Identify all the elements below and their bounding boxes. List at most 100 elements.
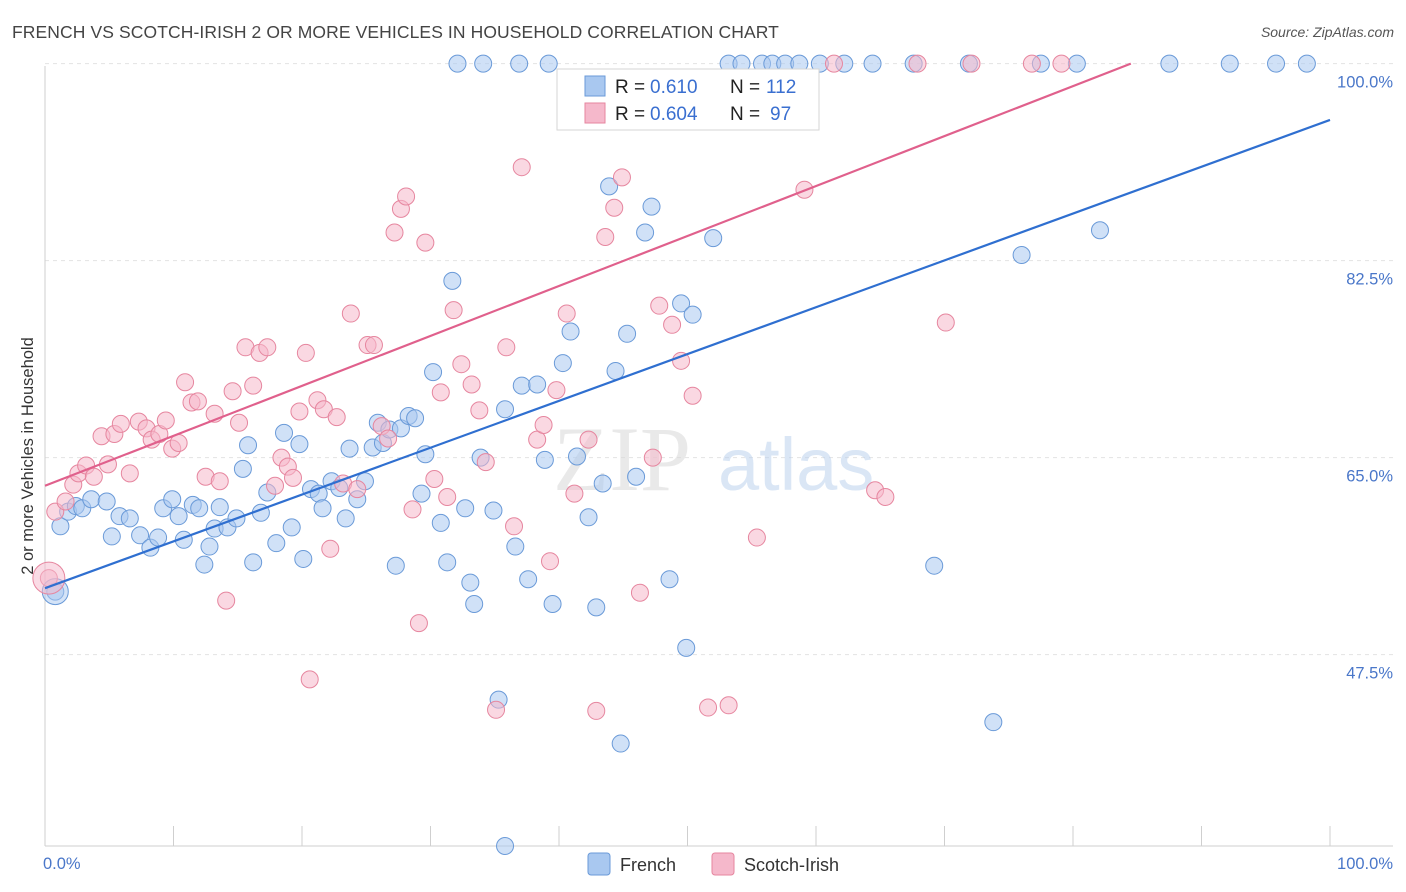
french-point: [1067, 54, 1086, 73]
chart-title: FRENCH VS SCOTCH-IRISH 2 OR MORE VEHICLE…: [12, 22, 779, 42]
french-r-value: 0.610: [650, 77, 698, 98]
scotch-irish-point: [643, 448, 662, 467]
french-point: [1090, 221, 1109, 240]
scotch-irish-trend-line: [44, 62, 1132, 487]
stats-legend: R = 0.610 N = 112 R = 0.604 N = 97: [556, 68, 820, 131]
french-point: [169, 507, 188, 526]
french-point: [925, 556, 944, 575]
series-legend: French Scotch-Irish: [587, 852, 839, 876]
french-point: [294, 549, 313, 568]
french-point: [642, 197, 661, 216]
french-point: [131, 526, 150, 545]
scotch-irish-point: [557, 304, 576, 323]
scotch-irish-point: [284, 468, 303, 487]
scotch-irish-point: [403, 500, 422, 519]
scotch-irish-point: [210, 472, 229, 491]
watermark: ZIP atlas: [553, 408, 874, 510]
french-point: [553, 354, 572, 373]
french-point: [200, 537, 219, 556]
french-point: [984, 713, 1003, 732]
french-point: [461, 573, 480, 592]
scotch-irish-point: [876, 488, 895, 507]
french-point: [535, 450, 554, 469]
french-legend-square: [587, 852, 611, 876]
y-tick-label: 100.0%: [1337, 74, 1393, 92]
french-point: [506, 537, 525, 556]
scotch-irish-point: [409, 614, 428, 633]
scotch-irish-point: [672, 351, 691, 370]
scotch-irish-point: [84, 467, 103, 486]
french-point: [244, 553, 263, 572]
french-point: [510, 54, 529, 73]
french-trend-line: [44, 118, 1331, 590]
scotch-irish-point: [397, 187, 416, 206]
scotch-irish-point: [547, 381, 566, 400]
y-axis-title: 2 or more Vehicles in Household: [19, 337, 37, 575]
french-point: [627, 467, 646, 486]
scotch-irish-point: [497, 338, 516, 357]
scotch-irish-point: [505, 517, 524, 536]
french-point: [561, 322, 580, 341]
scotch-irish-point: [431, 383, 450, 402]
french-r-label: R =: [615, 77, 645, 98]
y-tick-label: 65.0%: [1346, 468, 1393, 486]
scotch-irish-point: [936, 313, 955, 332]
scotch-irish-point: [462, 375, 481, 394]
scotch-irish-point: [747, 528, 766, 547]
french-point: [539, 54, 558, 73]
scotch-irish-point: [534, 415, 553, 434]
french-point: [543, 594, 562, 613]
scotch-irish-point: [156, 411, 175, 430]
scotch-irish-point: [908, 54, 927, 73]
french-point: [120, 509, 139, 528]
french-point: [528, 375, 547, 394]
french-point: [683, 305, 702, 324]
scotch-irish-point-large: [32, 561, 66, 595]
scotch-irish-point: [379, 429, 398, 448]
french-point: [275, 423, 294, 442]
scotch-irish-point: [683, 386, 702, 405]
y-tick-label: 82.5%: [1346, 271, 1393, 289]
french-point: [282, 518, 301, 537]
french-point: [239, 436, 258, 455]
scotch-irish-points: [32, 54, 1071, 720]
french-n-value: 112: [766, 77, 796, 98]
french-point: [456, 499, 475, 518]
scotch-n-label: N =: [730, 104, 760, 125]
french-point: [431, 513, 450, 532]
scotch-irish-point: [487, 700, 506, 719]
scotch-legend-square: [711, 852, 735, 876]
scotch-legend-label: Scotch-Irish: [744, 855, 839, 875]
scotch-irish-point: [321, 539, 340, 558]
scotch-irish-point: [425, 470, 444, 489]
scotch-legend-swatch: [584, 102, 606, 124]
scotch-irish-point: [565, 484, 584, 503]
scotch-irish-point: [587, 701, 606, 720]
scotch-irish-point: [300, 670, 319, 689]
french-point: [438, 553, 457, 572]
french-point: [443, 271, 462, 290]
scotch-irish-point: [188, 392, 207, 411]
scotch-irish-point: [1052, 54, 1071, 73]
scotch-irish-point: [314, 400, 333, 419]
scotch-irish-point: [605, 198, 624, 217]
french-point: [672, 294, 691, 313]
french-point: [484, 501, 503, 520]
french-point: [519, 570, 538, 589]
french-point: [406, 409, 425, 428]
scotch-irish-point: [341, 304, 360, 323]
french-point: [448, 54, 467, 73]
scotch-irish-point: [824, 54, 843, 73]
y-tick-label: 47.5%: [1346, 665, 1393, 683]
french-point: [474, 54, 493, 73]
french-point: [336, 509, 355, 528]
scotch-irish-point: [223, 382, 242, 401]
scotch-n-value: 97: [770, 104, 791, 125]
french-point: [190, 499, 209, 518]
french-point: [82, 490, 101, 509]
scotch-irish-point: [630, 583, 649, 602]
scotch-irish-point: [176, 373, 195, 392]
scotch-r-value: 0.604: [650, 104, 698, 125]
scotch-r-label: R =: [615, 104, 645, 125]
